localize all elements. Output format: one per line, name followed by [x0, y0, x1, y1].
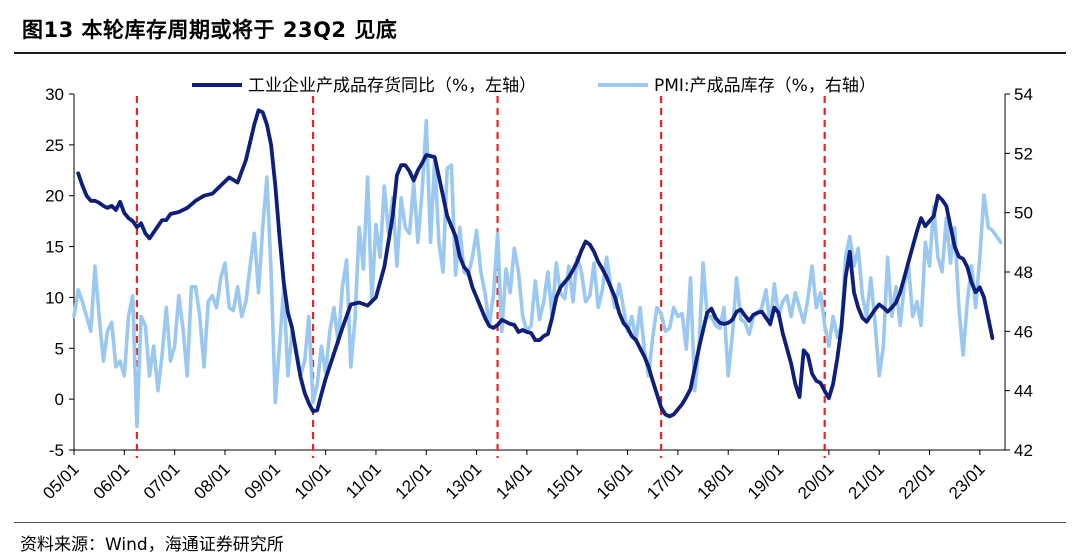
left-y-axis: -5 0 5 10 15 20 25 30 [45, 85, 74, 460]
x-axis: 05/01 06/01 07/01 08/01 09/01 10/01 11/01 12/01… [39, 450, 989, 503]
left-tick-label: -5 [49, 441, 64, 460]
x-tick-label: 05/01 [39, 459, 83, 503]
x-tick-label: 21/01 [844, 459, 888, 503]
x-tick-label: 14/01 [492, 459, 536, 503]
x-tick-label: 18/01 [694, 459, 738, 503]
x-tick-label: 12/01 [392, 459, 436, 503]
plot-frame [73, 94, 1006, 451]
x-tick-label: 13/01 [442, 459, 486, 503]
chart-title: 图13 本轮库存周期或将于 23Q2 见底 [22, 18, 398, 42]
x-tick-label: 07/01 [140, 459, 184, 503]
right-tick-label: 54 [1014, 85, 1033, 104]
right-tick-label: 50 [1014, 204, 1033, 223]
pmi-inventory-series-line [72, 118, 1003, 429]
x-tick-label: 19/01 [744, 459, 788, 503]
x-tick-label: 16/01 [593, 459, 637, 503]
x-tick-label: 20/01 [794, 459, 838, 503]
right-y-axis: 42 44 46 48 50 52 54 [1005, 85, 1033, 460]
x-tick-label: 15/01 [543, 459, 587, 503]
left-tick-label: 5 [55, 339, 64, 358]
right-tick-label: 46 [1014, 322, 1033, 341]
footer-divider [14, 522, 1066, 523]
data-source-note: 资料来源：Wind，海通证券研究所 [20, 535, 284, 555]
left-tick-label: 0 [55, 390, 64, 409]
right-tick-label: 44 [1014, 382, 1033, 401]
x-tick-label: 08/01 [190, 459, 234, 503]
x-tick-label: 17/01 [643, 459, 687, 503]
title-divider [14, 52, 1066, 54]
x-tick-label: 11/01 [342, 459, 385, 502]
x-tick-label: 09/01 [241, 459, 285, 503]
x-tick-label: 06/01 [90, 459, 134, 503]
inventory-yoy-series-line [76, 108, 995, 419]
left-tick-label: 15 [45, 238, 64, 257]
left-tick-label: 20 [45, 187, 64, 206]
right-tick-label: 52 [1014, 144, 1033, 163]
left-tick-label: 10 [45, 288, 64, 307]
legend-label-inventory: 工业企业产成品存货同比（%，左轴） [248, 76, 536, 96]
right-tick-label: 42 [1014, 441, 1033, 460]
series-layer [72, 108, 1003, 429]
legend: 工业企业产成品存货同比（%，左轴） PMI:产成品库存（%，右轴） [192, 76, 876, 96]
left-tick-label: 30 [45, 85, 64, 104]
left-tick-label: 25 [45, 136, 64, 155]
legend-label-pmi: PMI:产成品库存（%，右轴） [654, 76, 876, 96]
x-tick-label: 22/01 [895, 459, 939, 503]
right-tick-label: 48 [1014, 263, 1033, 282]
x-tick-label: 10/01 [291, 459, 335, 503]
x-tick-label: 23/01 [945, 459, 989, 503]
